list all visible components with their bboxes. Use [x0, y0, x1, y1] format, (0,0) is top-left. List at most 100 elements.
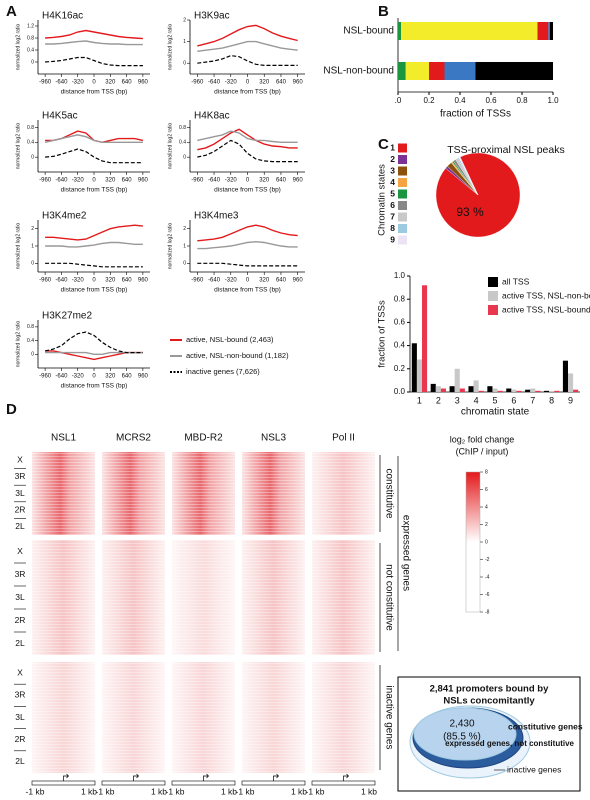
column-header: MBD-R2: [184, 433, 223, 444]
bar: [554, 390, 560, 392]
bar: [440, 388, 446, 392]
venn-title: 2,841 promoters bound by: [430, 684, 549, 695]
super-group-label: expressed genes: [400, 515, 411, 591]
x-tick-label: 960: [293, 80, 304, 86]
bar-segment: [398, 22, 402, 40]
bar: [562, 360, 569, 392]
bar-segment: [537, 22, 549, 40]
x-tick-label: -640: [55, 178, 68, 184]
heatmap-block: [312, 540, 375, 655]
row-label: 2R: [15, 734, 26, 744]
x-tick-label: -960: [39, 178, 52, 184]
heatmap-texture: [32, 540, 95, 655]
x-tick-label: -960: [39, 80, 52, 86]
tss-arrow: [63, 773, 69, 781]
series-line: [45, 40, 143, 46]
y-tick-label: 0.4: [179, 140, 186, 146]
data-label: 93 %: [456, 205, 484, 219]
y-tick-label: 0.8: [27, 35, 34, 41]
row-label: 2R: [15, 504, 26, 514]
x-tick-label: 320: [105, 178, 116, 184]
y-tick-label: 0.0: [394, 387, 406, 396]
panel-label: D: [6, 401, 17, 418]
bar-segment: [401, 22, 538, 40]
x-tick-label: -320: [72, 178, 85, 184]
y-tick-label: 1: [183, 243, 186, 249]
axis-box: [31, 780, 96, 786]
bar-segment: [429, 62, 445, 80]
x-tick-label: -960: [191, 178, 204, 184]
bar: [497, 390, 503, 392]
x-tick-label: 4: [474, 395, 479, 405]
bar-segment: [444, 62, 476, 80]
y-tick-label: 0: [31, 352, 34, 358]
bar: [535, 390, 541, 392]
colorbar: [465, 471, 481, 613]
axis-box: [311, 780, 376, 786]
x-tick-label: 640: [122, 178, 133, 184]
x-tick-label: 6: [511, 395, 516, 405]
column-header: NSL3: [261, 433, 286, 444]
x-axis-label: distance from TSS (bp): [214, 287, 281, 294]
heatmap-block: [242, 662, 305, 773]
x-tick-label: -640: [208, 80, 221, 86]
heatmap-block: [312, 452, 375, 535]
axis-label: 1 kb: [81, 786, 97, 796]
axis-label: 1 kb: [291, 786, 307, 796]
bar: [506, 388, 512, 392]
group-label: inactive genes: [383, 686, 394, 750]
pie-slice: [435, 152, 521, 238]
bar-segment: [548, 22, 550, 40]
colorbar-tick-label: 6: [485, 487, 488, 493]
y-tick-label: 1: [183, 39, 186, 45]
y-tick-label: 0.2: [394, 364, 406, 373]
series-line: [197, 24, 298, 47]
colorbar-tick-label: 8: [485, 469, 488, 475]
y-tick-label: 0.4: [27, 140, 34, 146]
heatmap-texture: [172, 662, 235, 773]
venn-percent: (85.5 %): [443, 732, 481, 743]
legend-label: active, NSL-non-bound (1,182): [186, 351, 289, 360]
row-label: 3L: [15, 592, 25, 602]
x-tick-label: 0: [92, 278, 96, 284]
bar-segment: [405, 62, 429, 80]
x-tick-label: -640: [208, 178, 221, 184]
legend-label: active TSS, NSL-non-bound: [502, 290, 590, 300]
legend-label: 5: [390, 188, 395, 198]
heatmap-texture: [32, 452, 95, 535]
legend-label: 3: [390, 165, 395, 175]
column-header: MCRS2: [116, 433, 151, 444]
bar: [568, 373, 574, 392]
series-line: [197, 240, 298, 250]
y-tick-label: 0: [31, 154, 34, 160]
y-tick-label: 0.4: [27, 338, 34, 344]
bar-segment: [549, 22, 553, 40]
x-tick-label: .0: [395, 96, 402, 105]
x-axis-label: chromatin state: [461, 407, 530, 418]
group-label: not constitutive: [383, 564, 394, 631]
x-tick-label: 1.0: [547, 96, 559, 105]
heatmap-block: [242, 452, 305, 535]
x-tick-label: 320: [105, 80, 116, 86]
bar: [416, 359, 422, 392]
legend-label: inactive genes (7,626): [186, 367, 260, 376]
legend-label: 6: [390, 200, 395, 210]
category-label: NSL-non-bound: [323, 66, 394, 77]
x-tick-label: 640: [276, 80, 287, 86]
axis-box: [101, 780, 166, 786]
y-tick-label: 0: [31, 59, 34, 65]
x-tick-label: -640: [55, 80, 68, 86]
y-tick-label: 0.8: [394, 294, 406, 303]
x-tick-label: 0: [246, 80, 250, 86]
row-label: 2R: [15, 615, 26, 625]
y-tick-label: 2: [183, 17, 186, 23]
y-tick-label: 0.6: [394, 318, 406, 327]
series-line: [197, 40, 298, 52]
bar: [449, 386, 455, 392]
legend-swatch: [398, 143, 407, 153]
chart-title: H4K5ac: [42, 111, 78, 122]
row-label: 3L: [15, 712, 25, 722]
y-tick-label: 0.8: [179, 125, 186, 131]
heatmap-block: [172, 662, 235, 773]
x-tick-label: 640: [122, 374, 133, 380]
